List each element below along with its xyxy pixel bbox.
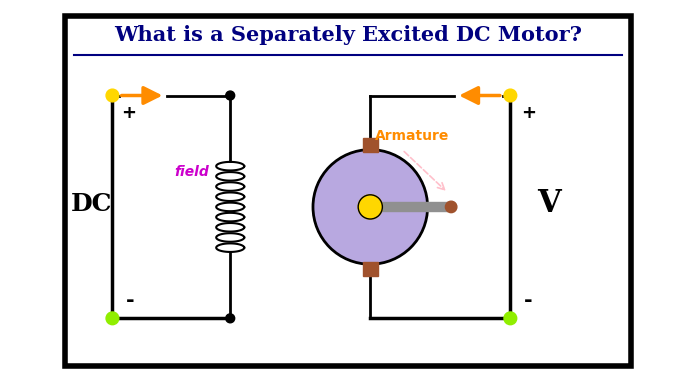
Circle shape — [226, 314, 235, 323]
Text: V: V — [537, 188, 560, 219]
Text: +: + — [521, 104, 536, 122]
Text: -: - — [126, 290, 134, 311]
Circle shape — [358, 195, 382, 219]
Bar — [365, 202, 451, 211]
Bar — [65, 16, 631, 366]
Bar — [363, 138, 378, 152]
Text: DC: DC — [71, 192, 113, 216]
Circle shape — [313, 150, 427, 264]
Circle shape — [504, 89, 516, 102]
Text: Armature: Armature — [374, 129, 449, 142]
Circle shape — [504, 312, 516, 325]
Circle shape — [226, 91, 235, 100]
Text: -: - — [524, 290, 532, 311]
Text: field: field — [175, 165, 209, 179]
Text: +: + — [121, 104, 136, 122]
Circle shape — [445, 201, 457, 213]
Text: What is a Separately Excited DC Motor?: What is a Separately Excited DC Motor? — [114, 25, 582, 45]
Circle shape — [106, 89, 119, 102]
Bar — [363, 262, 378, 276]
Circle shape — [106, 312, 119, 325]
